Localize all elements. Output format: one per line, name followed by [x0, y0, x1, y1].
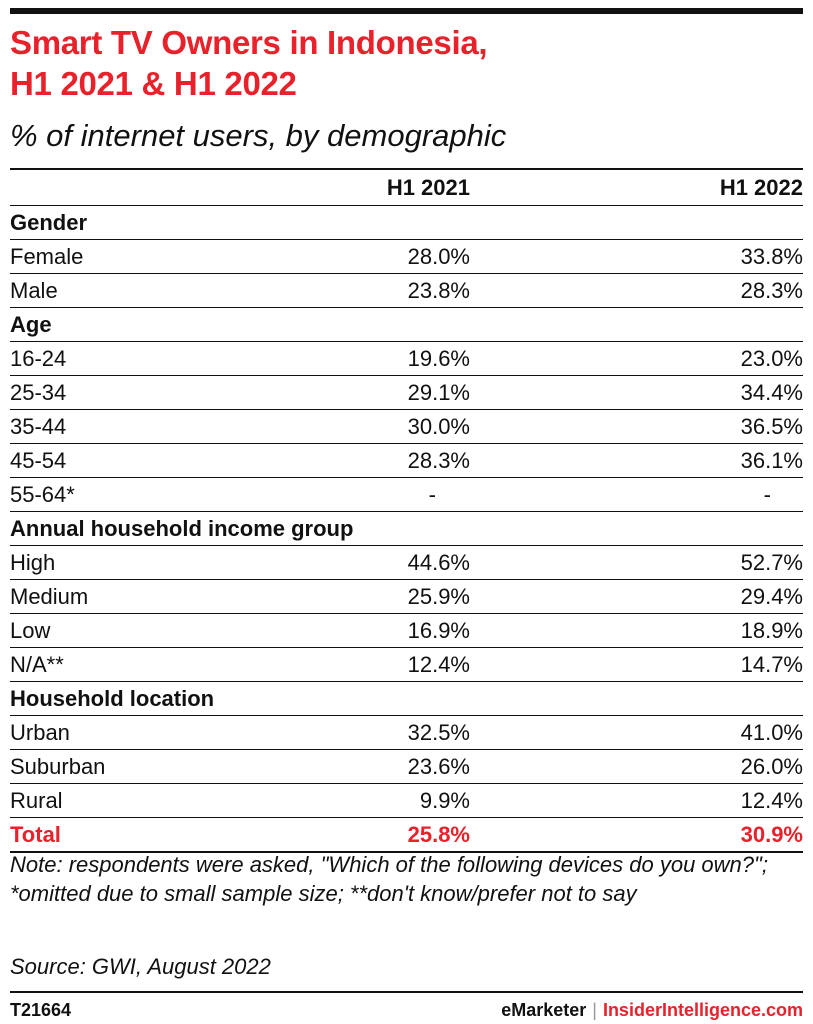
- column-header-h1-2022: H1 2022: [470, 169, 803, 206]
- row-label: N/A**: [10, 648, 310, 682]
- table-row: 25-34 29.1% 34.4%: [10, 376, 803, 410]
- row-label: 55-64*: [10, 478, 310, 512]
- chart-title: Smart TV Owners in Indonesia, H1 2021 & …: [10, 22, 803, 104]
- brand-insider-intelligence: InsiderIntelligence.com: [603, 1000, 803, 1020]
- title-line-1: Smart TV Owners in Indonesia,: [10, 22, 803, 63]
- cell-h1-2021: 28.3%: [310, 444, 470, 478]
- group-label: Gender: [10, 206, 803, 240]
- total-row: Total 25.8% 30.9%: [10, 818, 803, 853]
- cell-h1-2021: -: [310, 478, 470, 512]
- cell-h1-2022: 36.5%: [470, 410, 803, 444]
- cell-h1-2022: 34.4%: [470, 376, 803, 410]
- header-blank: [10, 169, 310, 206]
- cell-h1-2022: 33.8%: [470, 240, 803, 274]
- cell-h1-2022: 26.0%: [470, 750, 803, 784]
- cell-h1-2022: 18.9%: [470, 614, 803, 648]
- footer-rule: [10, 991, 803, 993]
- table-row: 16-24 19.6% 23.0%: [10, 342, 803, 376]
- cell-h1-2021: 23.6%: [310, 750, 470, 784]
- source-line: Source: GWI, August 2022: [10, 952, 271, 981]
- group-label: Age: [10, 308, 803, 342]
- row-label: Female: [10, 240, 310, 274]
- cell-h1-2022: 41.0%: [470, 716, 803, 750]
- row-label: Low: [10, 614, 310, 648]
- brand-emarketer: eMarketer: [501, 1000, 586, 1020]
- row-label: 35-44: [10, 410, 310, 444]
- footnote: Note: respondents were asked, "Which of …: [10, 850, 803, 908]
- data-table-container: H1 2021 H1 2022 Gender Female 28.0% 33.8…: [10, 168, 803, 853]
- table-row: 45-54 28.3% 36.1%: [10, 444, 803, 478]
- cell-h1-2022: -: [470, 478, 803, 512]
- cell-h1-2022: 52.7%: [470, 546, 803, 580]
- row-label: High: [10, 546, 310, 580]
- cell-h1-2021: 30.0%: [310, 410, 470, 444]
- row-label: Urban: [10, 716, 310, 750]
- table-row: Male 23.8% 28.3%: [10, 274, 803, 308]
- data-table: H1 2021 H1 2022 Gender Female 28.0% 33.8…: [10, 168, 803, 853]
- row-label: Male: [10, 274, 310, 308]
- table-row: 35-44 30.0% 36.5%: [10, 410, 803, 444]
- table-row: Urban 32.5% 41.0%: [10, 716, 803, 750]
- cell-h1-2021: 28.0%: [310, 240, 470, 274]
- total-label: Total: [10, 818, 310, 853]
- cell-h1-2022: 14.7%: [470, 648, 803, 682]
- cell-h1-2021: 9.9%: [310, 784, 470, 818]
- group-row-age: Age: [10, 308, 803, 342]
- cell-h1-2022: 12.4%: [470, 784, 803, 818]
- brand-credit: eMarketer | InsiderIntelligence.com: [501, 1000, 803, 1021]
- chart-id: T21664: [10, 1000, 71, 1021]
- row-label: Medium: [10, 580, 310, 614]
- cell-h1-2022: 28.3%: [470, 274, 803, 308]
- table-row: Suburban 23.6% 26.0%: [10, 750, 803, 784]
- total-h1-2021: 25.8%: [310, 818, 470, 853]
- cell-h1-2021: 29.1%: [310, 376, 470, 410]
- chart-subtitle: % of internet users, by demographic: [10, 116, 506, 156]
- cell-h1-2022: 29.4%: [470, 580, 803, 614]
- cell-h1-2021: 32.5%: [310, 716, 470, 750]
- group-label: Household location: [10, 682, 803, 716]
- table-row: Medium 25.9% 29.4%: [10, 580, 803, 614]
- table-row: 55-64* - -: [10, 478, 803, 512]
- cell-h1-2021: 23.8%: [310, 274, 470, 308]
- row-label: 25-34: [10, 376, 310, 410]
- cell-h1-2021: 25.9%: [310, 580, 470, 614]
- row-label: 45-54: [10, 444, 310, 478]
- title-line-2: H1 2021 & H1 2022: [10, 63, 803, 104]
- total-h1-2022: 30.9%: [470, 818, 803, 853]
- brand-separator: |: [586, 1000, 603, 1020]
- cell-h1-2021: 44.6%: [310, 546, 470, 580]
- cell-h1-2021: 12.4%: [310, 648, 470, 682]
- top-rule: [10, 8, 803, 14]
- table-row: Female 28.0% 33.8%: [10, 240, 803, 274]
- row-label: 16-24: [10, 342, 310, 376]
- table-row: N/A** 12.4% 14.7%: [10, 648, 803, 682]
- group-row-income: Annual household income group: [10, 512, 803, 546]
- group-label: Annual household income group: [10, 512, 803, 546]
- cell-h1-2021: 19.6%: [310, 342, 470, 376]
- group-row-location: Household location: [10, 682, 803, 716]
- table-row: High 44.6% 52.7%: [10, 546, 803, 580]
- table-row: Low 16.9% 18.9%: [10, 614, 803, 648]
- cell-h1-2021: 16.9%: [310, 614, 470, 648]
- cell-h1-2022: 23.0%: [470, 342, 803, 376]
- row-label: Suburban: [10, 750, 310, 784]
- row-label: Rural: [10, 784, 310, 818]
- header-row: H1 2021 H1 2022: [10, 169, 803, 206]
- table-row: Rural 9.9% 12.4%: [10, 784, 803, 818]
- group-row-gender: Gender: [10, 206, 803, 240]
- column-header-h1-2021: H1 2021: [310, 169, 470, 206]
- cell-h1-2022: 36.1%: [470, 444, 803, 478]
